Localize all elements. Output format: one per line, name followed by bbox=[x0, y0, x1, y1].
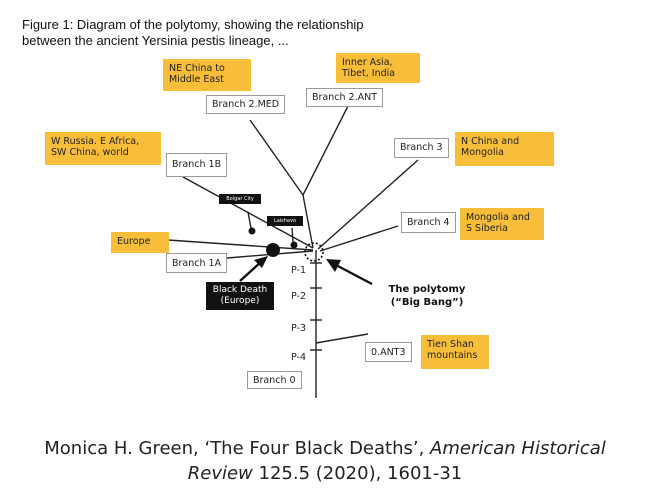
bolgar-connector bbox=[247, 211, 252, 229]
region-inner-asia: Inner Asia, Tibet, India bbox=[336, 53, 420, 83]
stem-2-med bbox=[249, 119, 304, 196]
laishevo-connector bbox=[291, 227, 294, 243]
region-n-china: N China and Mongolia bbox=[455, 132, 554, 166]
stem-3 bbox=[317, 159, 419, 250]
caption-line-1: Figure 1: Diagram of the polytomy, showi… bbox=[22, 17, 364, 32]
label-branch-4: Branch 4 bbox=[401, 212, 456, 233]
label-branch-1a: Branch 1A bbox=[166, 253, 228, 273]
label-branch-2-ant: Branch 2.ANT bbox=[306, 88, 384, 107]
point-p1: P-1 bbox=[290, 265, 307, 276]
polytomy-title: The polytomy bbox=[388, 284, 466, 295]
citation-author: Monica H. Green, ‘The Four Black Deaths’… bbox=[44, 438, 431, 459]
label-branch-3: Branch 3 bbox=[394, 138, 449, 158]
figure-caption: Figure 1: Diagram of the polytomy, showi… bbox=[22, 17, 422, 49]
citation-details: 125.5 (2020), 1601-31 bbox=[252, 463, 463, 484]
point-p2: P-2 bbox=[290, 291, 307, 302]
region-tien-shan: Tien Shan mountains bbox=[421, 335, 489, 369]
citation-journal-2: Review bbox=[187, 463, 253, 484]
stem-2-main bbox=[302, 194, 314, 249]
stem-4 bbox=[319, 225, 399, 252]
polytomy-subtitle: (“Big Bang”) bbox=[390, 297, 464, 308]
region-w-russia: W Russia. E Africa, SW China, world bbox=[45, 132, 161, 165]
label-bolgar-city: Bolgar City bbox=[219, 194, 261, 204]
caption-line-2: between the ancient Yersinia pestis line… bbox=[22, 33, 289, 48]
label-0-ant3: 0.ANT3 bbox=[365, 342, 412, 362]
arrow-polytomy-head bbox=[326, 259, 341, 272]
polytomy-annotation: The polytomy (“Big Bang”) bbox=[372, 283, 482, 309]
arrow-polytomy-shaft bbox=[333, 262, 373, 286]
point-p4: P-4 bbox=[290, 352, 307, 363]
bolgar-dot bbox=[248, 227, 256, 235]
stem-2-ant bbox=[302, 105, 349, 196]
arrow-black-death-head bbox=[254, 256, 268, 268]
label-branch-2-med: Branch 2.MED bbox=[206, 95, 286, 114]
laishevo-dot bbox=[290, 241, 298, 249]
region-europe: Europe bbox=[111, 232, 169, 253]
citation-journal: American Historical bbox=[430, 438, 606, 459]
label-black-death: Black Death (Europe) bbox=[206, 282, 274, 310]
label-branch-0: Branch 0 bbox=[247, 371, 302, 389]
stem-0-ant3 bbox=[315, 333, 369, 344]
stem-europe bbox=[167, 239, 314, 251]
label-laishevo: Laishevo bbox=[267, 216, 303, 226]
region-mongolia-siberia: Mongolia and S Siberia bbox=[460, 208, 544, 240]
citation: Monica H. Green, ‘The Four Black Deaths’… bbox=[0, 436, 650, 486]
region-ne-china: NE China to Middle East bbox=[163, 59, 251, 91]
polytomy-node bbox=[304, 242, 324, 262]
black-death-dot bbox=[266, 243, 280, 257]
point-p3: P-3 bbox=[290, 323, 307, 334]
label-branch-1b: Branch 1B bbox=[166, 153, 228, 177]
